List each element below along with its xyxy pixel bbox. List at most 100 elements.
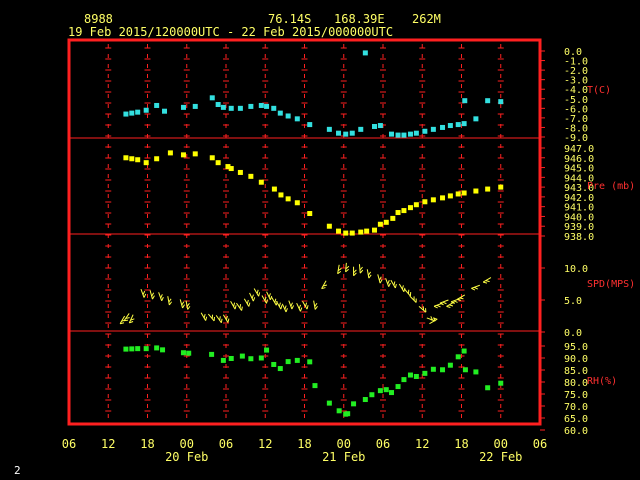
y-tick-label: -9.0 [564,133,588,144]
y-tick-label: 90.0 [564,354,588,365]
rh-point [345,411,351,417]
wind-barb-shaft [128,314,134,324]
wind-barb-feather [433,317,438,320]
rh-point [154,345,160,351]
y-tick-label: 945.0 [564,164,594,175]
panel-label-wind: SPD(MPS) [587,279,635,290]
wind-barb [313,300,318,310]
rh-point [336,408,342,414]
wind-barb-feather [299,307,303,312]
wind-barb-feather [219,316,221,321]
y-tick-label: -7.0 [564,114,588,125]
pressure-point [129,156,135,162]
pressure-point [358,229,364,235]
wind-barb [345,262,350,273]
wind-barb [128,314,135,324]
wind-barb-feather [280,305,283,310]
wind-barb-feather [450,301,455,304]
y-tick-label: -1.0 [564,57,588,68]
pressure-point [377,221,383,227]
temp-point [123,111,129,117]
temp-point [264,103,270,109]
wind-barb-shaft [207,313,215,322]
wind-barb [353,266,357,277]
wind-barb-shaft [185,300,189,310]
wind-barb-feather [322,284,328,287]
wind-barb-feather [143,293,147,298]
y-tick-label: -2.0 [564,66,588,77]
wind-barb-shaft [313,300,316,310]
x-tick-label: 06 [533,437,547,451]
wind-barb-feather [337,268,342,272]
temp-point [389,131,395,137]
wind-barb-shaft [158,292,163,301]
temp-point [129,110,135,116]
wind-barb-shaft [200,312,207,321]
temp-point [336,130,342,136]
y-tick-label: -8.0 [564,123,588,134]
rh-point [228,355,234,361]
temp-point [440,124,446,130]
rh-point [413,373,419,379]
pressure-point [461,190,467,196]
wind-barb [398,283,406,293]
y-tick-label: 939.0 [564,222,594,233]
x-tick-label: 18 [454,437,468,451]
y-tick-label: 941.0 [564,203,594,214]
y-tick-label: 85.0 [564,366,588,377]
rh-point [312,383,318,389]
wind-barb-feather [337,270,342,275]
pressure-point [154,156,160,162]
rh-point [461,348,467,354]
y-tick-label: 944.0 [564,173,594,184]
y-tick-label: 947.0 [564,144,594,155]
wind-barb-shaft [471,284,480,289]
wind-barb-feather [456,298,461,301]
wind-barb [288,300,295,310]
pressure-point [228,166,234,172]
pressure-point [258,179,264,185]
temp-point [349,130,355,136]
wind-barb-shaft [456,294,466,300]
plot-frame [67,38,542,426]
wind-barb [230,301,237,310]
x-tick-label: 12 [101,437,115,451]
y-tick-label: -6.0 [564,104,588,115]
wind-barb-shaft [302,301,308,310]
rh-point [135,346,141,352]
temp-point [377,123,383,129]
pressure-point [430,197,436,203]
rh-point [440,367,446,373]
pressure-point [135,157,141,163]
rh-point [160,347,166,353]
wind-barb [429,317,438,325]
temp-point [430,126,436,132]
wind-barb [179,299,185,309]
pressure-point [248,173,254,179]
x-tick-label: 00 [494,437,508,451]
temp-point [407,131,413,137]
wind-barb-feather [258,292,261,297]
pressure-point [167,150,173,156]
corner-label: 2 [14,464,21,477]
pressure-point [343,230,349,236]
temp-point [473,116,479,122]
rh-point [473,369,479,375]
wind-barb-feather [298,304,302,309]
rh-point [362,397,368,403]
pressure-point [225,164,231,170]
wind-barb [243,298,251,307]
wind-barb-shaft [230,301,236,310]
y-tick-label: 75.0 [564,390,588,401]
wind-barb-feather [453,300,458,303]
wind-barb-feather [182,304,185,309]
wind-barb [439,299,449,306]
temp-point [307,122,313,128]
wind-barb [302,301,309,310]
wind-barb-shaft [222,314,229,323]
wind-barb-feather [151,292,155,297]
temp-point [343,131,349,137]
wind-barb [266,291,273,301]
temp-point [154,102,160,108]
wind-barb-shaft [377,274,381,284]
